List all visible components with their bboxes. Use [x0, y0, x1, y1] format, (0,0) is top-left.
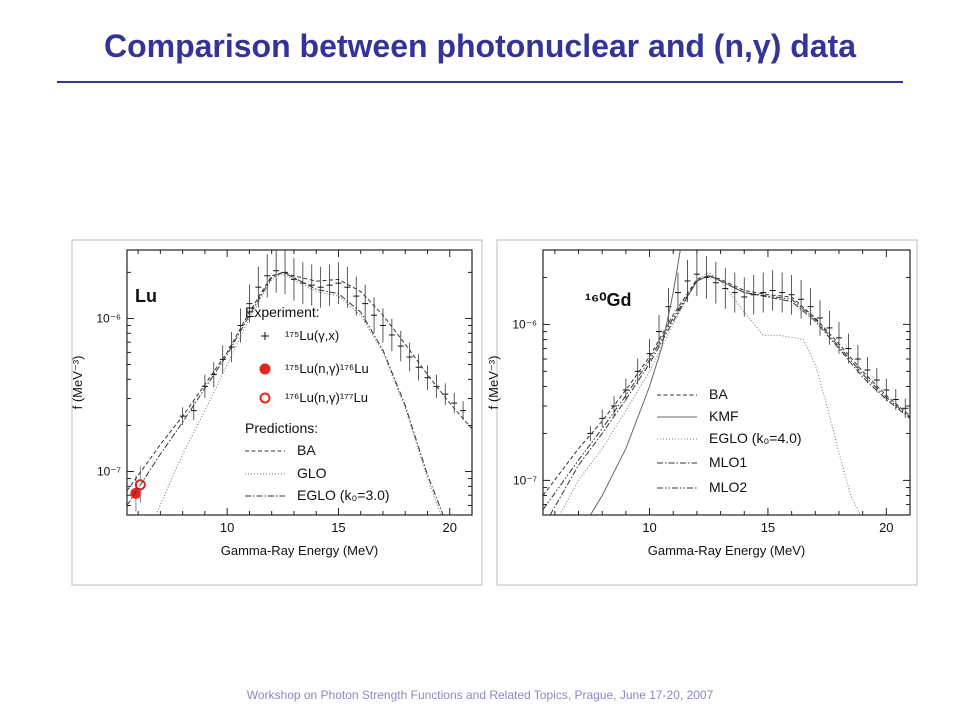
legend-label: GLO: [297, 465, 327, 481]
legend-label: ¹⁷⁵Lu(n,γ)¹⁷⁶Lu: [285, 361, 369, 376]
legend-label: EGLO (k₀=4.0): [709, 430, 802, 446]
y-axis-label: f (MeV⁻³): [486, 356, 501, 410]
x-tick-label: 15: [331, 520, 345, 535]
panel-label: ¹⁶⁰Gd: [585, 290, 632, 310]
y-axis-label: f (MeV⁻³): [70, 356, 85, 410]
y-tick-label: 10⁻⁶: [96, 311, 121, 325]
series-line-3: [127, 271, 472, 491]
series-line-3: [559, 272, 861, 515]
legend-label: EGLO (k₀=3.0): [297, 487, 390, 503]
data-point: [130, 487, 142, 499]
series-line-2: [589, 250, 681, 515]
x-axis-label: Gamma-Ray Energy (MeV): [648, 543, 805, 558]
y-tick-label: 10⁻⁷: [97, 465, 121, 479]
x-tick-label: 20: [879, 520, 893, 535]
series-line-5: [543, 275, 910, 510]
x-tick-label: 20: [443, 520, 457, 535]
title-rule: [57, 81, 903, 83]
chart-panel-2: 10 15 20 10⁻⁷ 10⁻⁶ Gamma-Ray Energy (MeV) f (M…: [486, 239, 918, 586]
panel-frame: [71, 239, 483, 586]
plot-area: [542, 249, 911, 516]
x-tick-label: 10: [642, 520, 656, 535]
legend-marker-circle: [259, 392, 271, 404]
legend-label: MLO1: [709, 454, 747, 470]
legend-label: BA: [709, 386, 728, 402]
legend-label: MLO2: [709, 479, 747, 495]
legend-predictions-title: Predictions:: [245, 420, 318, 436]
series-line-4: [155, 273, 442, 515]
chart-panel-1: 10 15 20 10⁻⁷ 10⁻⁶ Gamma-Ray Energy (MeV) f (M…: [70, 239, 483, 586]
footer-text: Workshop on Photon Strength Functions an…: [246, 688, 714, 702]
x-tick-label: 15: [761, 520, 775, 535]
panel-frame: [496, 239, 918, 586]
legend-marker-circle: [259, 363, 271, 375]
legend-label: BA: [297, 442, 316, 458]
series-line-1: [543, 275, 910, 496]
slide-title: Comparison between photonuclear and (n,γ…: [103, 28, 857, 64]
x-tick-label: 10: [220, 520, 234, 535]
legend-label: ¹⁷⁶Lu(n,γ)¹⁷⁷Lu: [285, 390, 368, 405]
panel-label: Lu: [135, 286, 157, 306]
plot-series: [127, 250, 472, 515]
x-axis-label: Gamma-Ray Energy (MeV): [221, 543, 378, 558]
series-line-5: [127, 271, 444, 515]
plot-area: [126, 249, 473, 516]
y-tick-label: 10⁻⁶: [512, 317, 537, 331]
legend-label: ¹⁷⁵Lu(γ,x): [285, 328, 339, 343]
plot-series: [543, 250, 910, 515]
legend-label: KMF: [709, 408, 739, 424]
legend-experiment-title: Experiment:: [245, 304, 320, 320]
y-tick-label: 10⁻⁷: [513, 473, 537, 487]
